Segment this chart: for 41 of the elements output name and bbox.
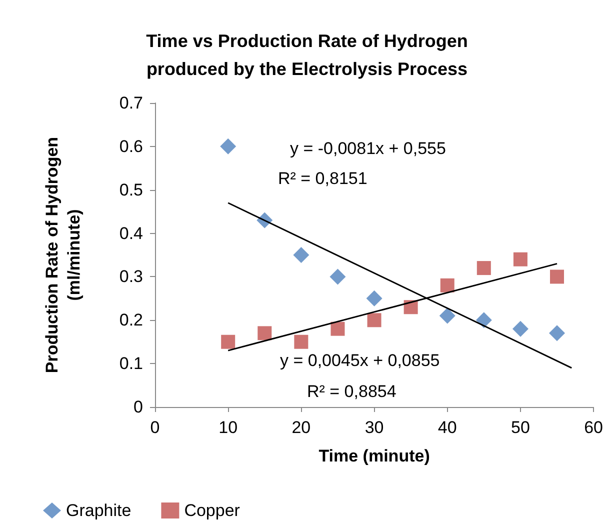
y-axis-title: Production Rate of Hydrogen (ml/minute) [42, 136, 84, 374]
x-axis-title: Time (minute) [318, 446, 430, 466]
point [549, 325, 565, 342]
y-tick-label: 0 [134, 398, 143, 416]
point [367, 313, 382, 328]
x-tick-label: 60 [584, 418, 604, 437]
x-tick-label: 20 [292, 418, 311, 437]
annotation: y = 0,0045x + 0,0855 [280, 351, 440, 370]
y-tick-label: 0.7 [119, 94, 143, 112]
y-tick-label: 0.6 [119, 136, 143, 156]
y-tick-label: 0.4 [119, 224, 143, 243]
point [294, 334, 308, 349]
annotation: y = -0,0081x + 0,555 [290, 139, 446, 158]
point [476, 261, 491, 276]
point [293, 247, 310, 263]
y-tick-label: 0.3 [119, 267, 143, 286]
point [220, 138, 236, 154]
legend-label: Graphite [66, 501, 132, 520]
chart-title: Time vs Production Rate of Hydrogen produced by the Electrolysis Process [146, 31, 468, 79]
point [330, 268, 346, 285]
y-tick-label: 0.5 [119, 180, 143, 200]
x-tick-label: 10 [218, 418, 238, 437]
annotation: R² = 0,8151 [278, 169, 368, 188]
point [439, 308, 456, 324]
y-tick-label: 0.1 [119, 354, 143, 374]
point [513, 252, 528, 266]
x-tick-label: 40 [438, 418, 457, 437]
point [550, 270, 564, 284]
point [512, 320, 528, 337]
x-tick-label: 30 [364, 418, 384, 437]
legend-label: Copper [184, 501, 240, 520]
point [330, 322, 345, 336]
point [366, 290, 382, 306]
annotation: R² = 0,8854 [307, 382, 396, 401]
point [258, 326, 272, 340]
point [476, 312, 492, 328]
point [440, 278, 454, 292]
point [221, 334, 236, 349]
y-tick-label: 0.2 [119, 310, 143, 330]
x-tick-label: 0 [150, 418, 160, 437]
x-tick-label: 50 [510, 418, 530, 437]
